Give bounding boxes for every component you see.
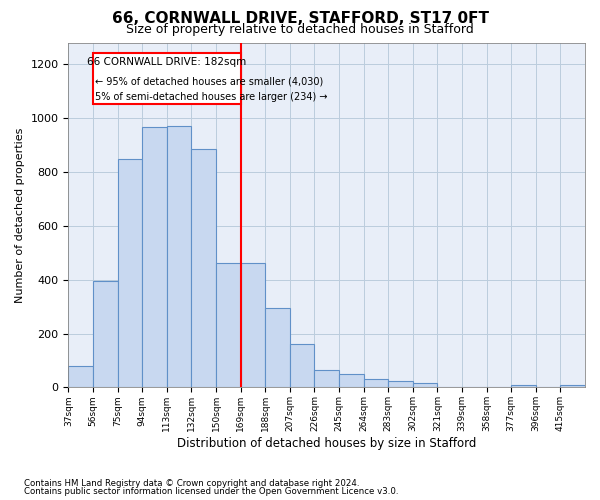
Bar bbox=[290, 344, 314, 388]
Bar bbox=[511, 384, 536, 388]
Text: Size of property relative to detached houses in Stafford: Size of property relative to detached ho… bbox=[126, 22, 474, 36]
Bar bbox=[142, 126, 167, 388]
Bar bbox=[388, 380, 413, 388]
Bar bbox=[118, 159, 142, 388]
Bar bbox=[314, 370, 339, 388]
Text: Contains public sector information licensed under the Open Government Licence v3: Contains public sector information licen… bbox=[24, 487, 398, 496]
Bar bbox=[560, 384, 585, 388]
Text: 5% of semi-detached houses are larger (234) →: 5% of semi-detached houses are larger (2… bbox=[95, 92, 328, 102]
Bar bbox=[167, 126, 191, 388]
Y-axis label: Number of detached properties: Number of detached properties bbox=[15, 128, 25, 302]
Bar bbox=[364, 380, 388, 388]
Text: Contains HM Land Registry data © Crown copyright and database right 2024.: Contains HM Land Registry data © Crown c… bbox=[24, 478, 359, 488]
Bar bbox=[339, 374, 364, 388]
Text: 66 CORNWALL DRIVE: 182sqm: 66 CORNWALL DRIVE: 182sqm bbox=[87, 56, 247, 66]
X-axis label: Distribution of detached houses by size in Stafford: Distribution of detached houses by size … bbox=[177, 437, 476, 450]
Bar bbox=[413, 384, 437, 388]
Bar bbox=[216, 264, 241, 388]
Text: ← 95% of detached houses are smaller (4,030): ← 95% of detached houses are smaller (4,… bbox=[95, 76, 324, 86]
Bar bbox=[68, 366, 93, 388]
Text: 66, CORNWALL DRIVE, STAFFORD, ST17 0FT: 66, CORNWALL DRIVE, STAFFORD, ST17 0FT bbox=[112, 11, 488, 26]
Bar bbox=[265, 308, 290, 388]
Bar bbox=[191, 149, 216, 388]
Bar bbox=[241, 264, 265, 388]
Bar bbox=[93, 54, 241, 104]
Bar bbox=[93, 281, 118, 388]
